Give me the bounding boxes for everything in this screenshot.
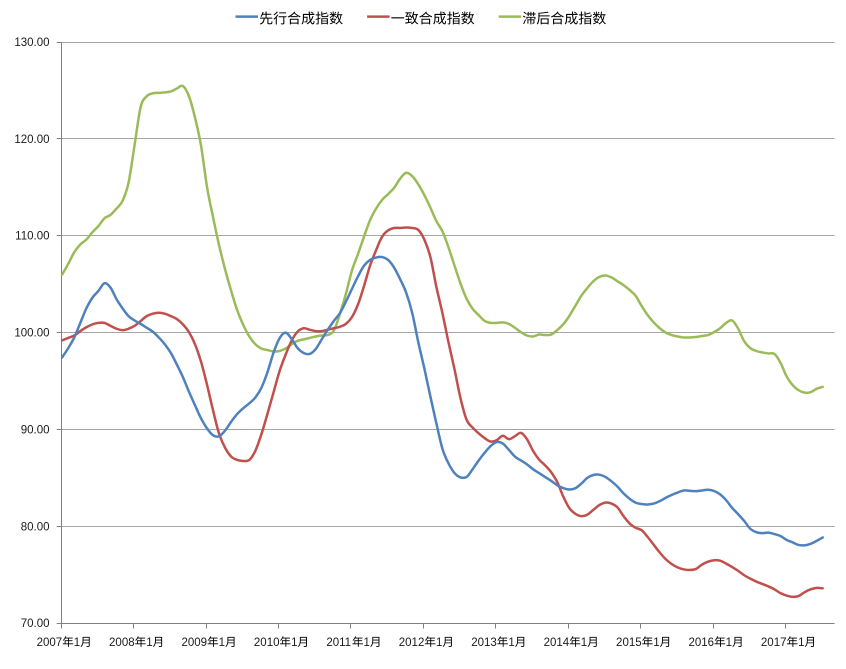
svg-text:1: 1 <box>726 637 732 649</box>
svg-text:1: 1 <box>798 637 804 649</box>
svg-text:130.00: 130.00 <box>14 37 49 49</box>
svg-text:100.00: 100.00 <box>14 328 49 340</box>
svg-text:1: 1 <box>508 637 514 649</box>
svg-text:90.00: 90.00 <box>21 424 50 436</box>
svg-text:1: 1 <box>74 637 80 649</box>
svg-text:2015: 2015 <box>616 637 642 649</box>
svg-text:70.00: 70.00 <box>21 618 50 630</box>
svg-text:2017: 2017 <box>761 637 787 649</box>
svg-text:2013: 2013 <box>471 637 497 649</box>
svg-text:2016: 2016 <box>688 637 714 649</box>
svg-text:2008: 2008 <box>109 637 135 649</box>
svg-text:1: 1 <box>146 637 152 649</box>
svg-text:2011: 2011 <box>326 637 351 649</box>
svg-text:1: 1 <box>581 637 587 649</box>
svg-text:1: 1 <box>653 637 659 649</box>
svg-text:1: 1 <box>436 637 442 649</box>
svg-text:80.00: 80.00 <box>21 521 50 533</box>
svg-text:2014: 2014 <box>544 637 570 649</box>
svg-text:1: 1 <box>364 637 370 649</box>
svg-text:2012: 2012 <box>399 637 425 649</box>
svg-text:2010: 2010 <box>254 637 280 649</box>
svg-text:1: 1 <box>219 637 225 649</box>
svg-text:2009: 2009 <box>181 637 207 649</box>
svg-text:110.00: 110.00 <box>15 231 49 243</box>
svg-text:120.00: 120.00 <box>14 134 49 146</box>
svg-text:2007: 2007 <box>37 637 63 649</box>
svg-text:1: 1 <box>291 637 297 649</box>
